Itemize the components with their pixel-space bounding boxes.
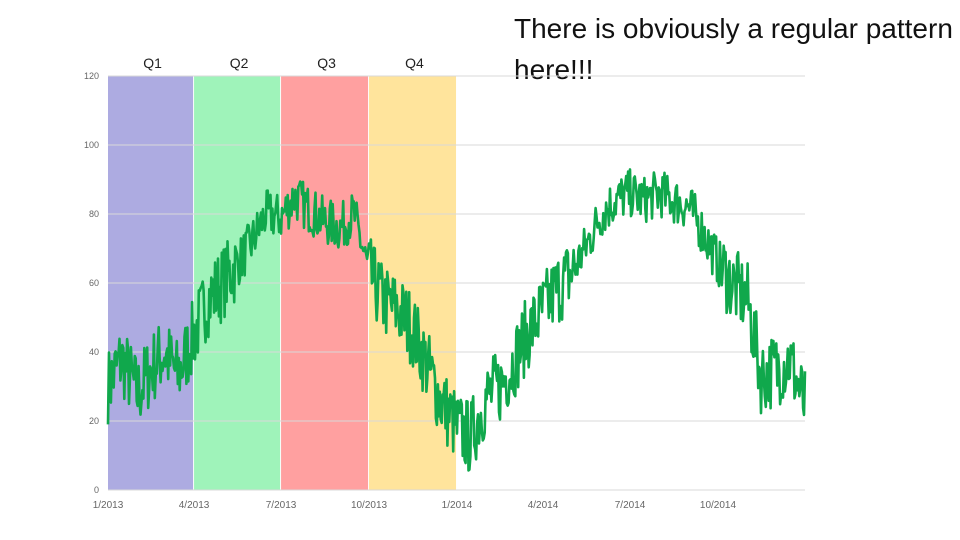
x-tick-label: 10/2014 [700,500,737,511]
quarter-label: Q4 [405,55,424,71]
y-tick-label: 0 [94,485,99,495]
headline: There is obviously a regular pattern her… [514,13,953,85]
quarter-label: Q1 [143,55,162,71]
x-tick-label: 1/2013 [93,500,124,511]
y-tick-label: 40 [89,347,99,357]
y-tick-label: 20 [89,416,99,426]
x-tick-label: 7/2013 [266,500,297,511]
quarter-label: Q3 [317,55,336,71]
quarter-label: Q2 [230,55,249,71]
y-tick-label: 120 [84,71,99,81]
x-tick-label: 7/2014 [615,500,646,511]
x-tick-label: 4/2014 [528,500,559,511]
x-tick-label: 1/2014 [442,500,473,511]
x-tick-label: 10/2013 [351,500,388,511]
series-line [106,168,807,472]
x-tick-label: 4/2013 [179,500,210,511]
y-tick-label: 80 [89,209,99,219]
y-tick-label: 100 [84,140,99,150]
y-tick-label: 60 [89,278,99,288]
